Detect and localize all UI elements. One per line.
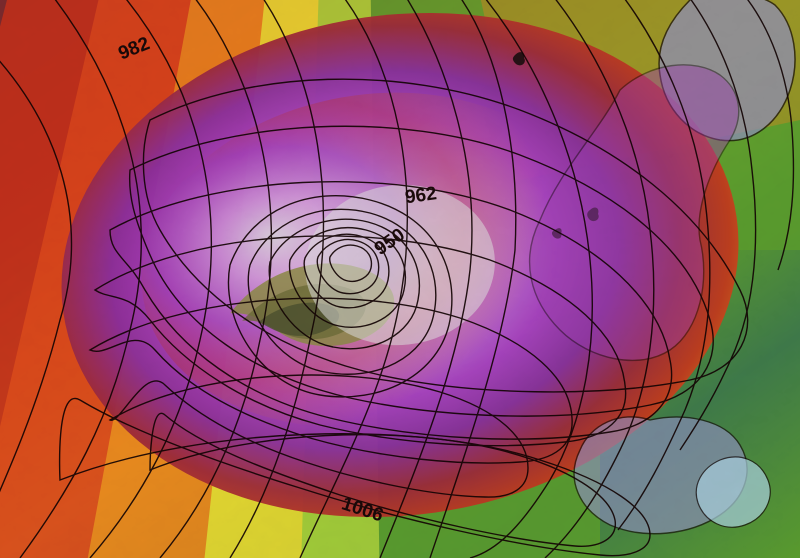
texture-noise-overlay (0, 0, 800, 558)
weather-map-root: 982 1006 962 950 (0, 0, 800, 558)
weather-map-svg: 982 1006 962 950 (0, 0, 800, 558)
